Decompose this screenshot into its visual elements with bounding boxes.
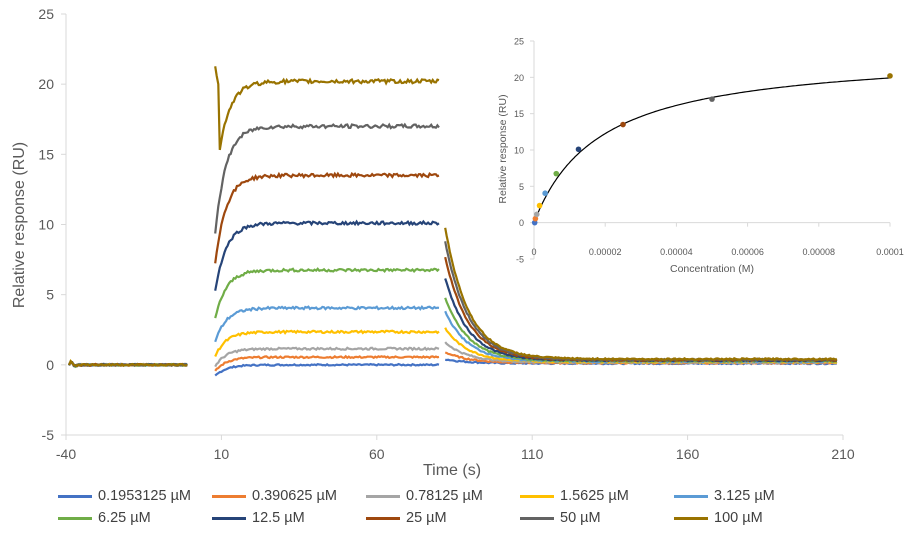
inset-y-tick-label: 20 bbox=[514, 73, 524, 83]
inset-y-tick-label: -5 bbox=[516, 255, 524, 265]
inset-x-tick-label: 0.00006 bbox=[731, 247, 764, 257]
inset-point-3 bbox=[537, 203, 543, 209]
series-5-association bbox=[215, 269, 439, 318]
inset-y-tick-label: 10 bbox=[514, 146, 524, 156]
legend-item: 0.1953125 µM bbox=[58, 488, 191, 504]
series-9-association bbox=[215, 66, 439, 150]
main-x-tick-label: 160 bbox=[676, 446, 700, 462]
legend-label: 25 µM bbox=[406, 510, 447, 526]
inset-x-tick-label: 0.00004 bbox=[660, 247, 693, 257]
main-y-tick-label: 10 bbox=[38, 217, 54, 233]
main-y-tick-label: 5 bbox=[46, 287, 54, 303]
legend-label: 6.25 µM bbox=[98, 510, 151, 526]
series-3-association bbox=[215, 331, 439, 357]
inset-point-7 bbox=[620, 122, 626, 128]
main-x-axis-title: Time (s) bbox=[423, 462, 481, 479]
inset-point-9 bbox=[887, 73, 893, 79]
legend-label: 50 µM bbox=[560, 510, 601, 526]
main-x-tick-label: 60 bbox=[369, 446, 385, 462]
main-y-tick-label: 0 bbox=[46, 357, 54, 373]
inset-point-5 bbox=[553, 171, 559, 177]
inset-point-2 bbox=[534, 212, 540, 218]
legend-item: 25 µM bbox=[366, 510, 447, 526]
legend-label: 0.78125 µM bbox=[406, 488, 483, 504]
inset-x-axis-title: Concentration (M) bbox=[670, 263, 754, 275]
inset-point-8 bbox=[709, 96, 715, 102]
inset-x-tick-label: 0.00008 bbox=[803, 247, 836, 257]
inset-y-tick-label: 25 bbox=[514, 37, 524, 47]
legend-item: 0.78125 µM bbox=[366, 488, 483, 504]
legend-label: 0.390625 µM bbox=[252, 488, 337, 504]
legend-swatch bbox=[58, 495, 92, 498]
inset-chart: -5 0 5 10 15 20 25 0 0.00002 0.00004 0.00006 0.0000… bbox=[497, 37, 904, 276]
legend-item: 12.5 µM bbox=[212, 510, 305, 526]
inset-y-tick-label: 0 bbox=[519, 218, 524, 228]
legend-item: 50 µM bbox=[520, 510, 601, 526]
inset-axes: -5 0 5 10 15 20 25 0 0.00002 0.00004 0.00006 0.0000… bbox=[514, 37, 904, 265]
legend-swatch bbox=[674, 517, 708, 520]
inset-y-tick-label: 15 bbox=[514, 109, 524, 119]
legend-swatch bbox=[366, 495, 400, 498]
legend-swatch bbox=[212, 495, 246, 498]
series-6-association bbox=[215, 222, 439, 291]
inset-x-tick-label: 0 bbox=[531, 247, 536, 257]
main-y-tick-label: 20 bbox=[38, 76, 54, 92]
inset-y-tick-label: 5 bbox=[519, 182, 524, 192]
legend-item: 6.25 µM bbox=[58, 510, 151, 526]
legend-label: 1.5625 µM bbox=[560, 488, 629, 504]
legend-swatch bbox=[674, 495, 708, 498]
legend-label: 3.125 µM bbox=[714, 488, 775, 504]
main-x-tick-label: 210 bbox=[831, 446, 855, 462]
legend-swatch bbox=[58, 517, 92, 520]
legend-swatch bbox=[520, 517, 554, 520]
legend-item: 1.5625 µM bbox=[520, 488, 629, 504]
legend-item: 3.125 µM bbox=[674, 488, 775, 504]
main-y-axis-title: Relative response (RU) bbox=[11, 142, 28, 308]
inset-point-4 bbox=[542, 190, 548, 196]
legend-swatch bbox=[520, 495, 554, 498]
main-x-tick-label: 110 bbox=[521, 446, 544, 462]
legend-item: 0.390625 µM bbox=[212, 488, 337, 504]
main-y-tick-label: -5 bbox=[42, 427, 55, 443]
main-y-tick-label: 15 bbox=[38, 146, 54, 162]
inset-y-axis-title: Relative response (RU) bbox=[497, 94, 509, 203]
series-9-dissociation bbox=[445, 228, 837, 360]
legend-swatch bbox=[366, 517, 400, 520]
legend-item: 100 µM bbox=[674, 510, 763, 526]
main-series-group bbox=[69, 66, 837, 375]
legend-swatch bbox=[212, 517, 246, 520]
series-7-dissociation bbox=[445, 257, 837, 361]
series-8-dissociation bbox=[445, 241, 837, 360]
series-7-association bbox=[215, 174, 439, 264]
main-y-tick-label: 25 bbox=[38, 6, 54, 22]
main-x-tick-label: -40 bbox=[56, 446, 76, 462]
inset-x-tick-label: 0.00002 bbox=[589, 247, 622, 257]
series-4-association bbox=[215, 307, 439, 342]
main-x-tick-label: 10 bbox=[214, 446, 230, 462]
inset-point-6 bbox=[576, 146, 582, 152]
series-0-association bbox=[215, 364, 439, 376]
legend-label: 12.5 µM bbox=[252, 510, 305, 526]
inset-x-tick-label: 0.0001 bbox=[876, 247, 904, 257]
legend-label: 100 µM bbox=[714, 510, 763, 526]
legend-label: 0.1953125 µM bbox=[98, 488, 191, 504]
inset-series-group bbox=[532, 73, 893, 225]
